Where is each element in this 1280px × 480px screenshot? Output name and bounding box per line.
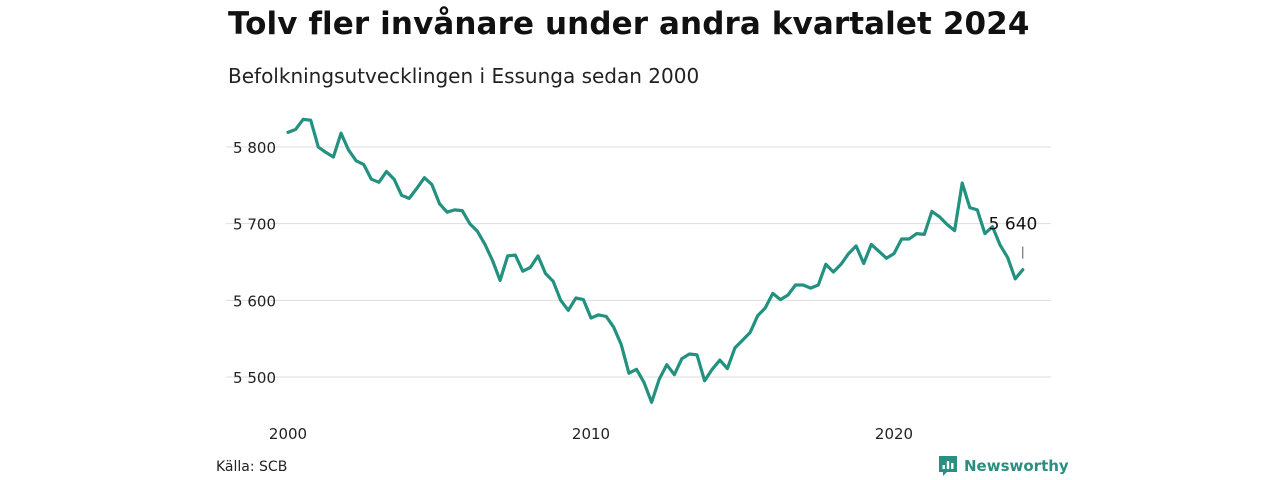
- gridlines: [226, 146, 1051, 378]
- y-tick-label: 5 700: [233, 216, 276, 234]
- y-axis-ticks: 5 500 5 600 5 700 5 800: [233, 139, 276, 387]
- brand-logo: Newsworthy: [938, 455, 1069, 477]
- brand-name: Newsworthy: [964, 457, 1069, 475]
- series-line: [286, 117, 1025, 404]
- x-axis-ticks: 2000 2010 2020: [269, 425, 913, 443]
- y-tick-label: 5 800: [233, 139, 276, 157]
- x-tick-label: 2000: [269, 425, 307, 443]
- chart-title: Tolv fler invånare under andra kvartalet…: [228, 6, 1030, 42]
- chart-subtitle: Befolkningsutvecklingen i Essunga sedan …: [228, 64, 700, 88]
- x-tick-label: 2020: [875, 425, 913, 443]
- series: [286, 117, 1025, 404]
- annotations: 5 640: [989, 215, 1038, 259]
- y-tick-label: 5 500: [233, 369, 276, 387]
- x-tick-label: 2010: [572, 425, 610, 443]
- end-value-label: 5 640: [989, 215, 1038, 235]
- newsworthy-logo-icon: [939, 456, 957, 476]
- y-tick-label: 5 600: [233, 292, 276, 310]
- source-note: Källa: SCB: [216, 459, 288, 475]
